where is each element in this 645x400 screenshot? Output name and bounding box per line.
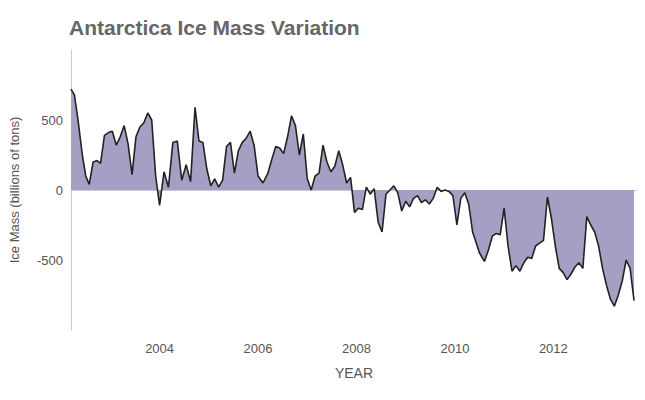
svg-text:-500: -500 <box>37 253 63 268</box>
svg-text:Ice Mass (billions of tons): Ice Mass (billions of tons) <box>7 117 22 264</box>
svg-text:2006: 2006 <box>244 341 273 356</box>
svg-text:2012: 2012 <box>539 341 568 356</box>
svg-text:2008: 2008 <box>342 341 371 356</box>
svg-text:500: 500 <box>41 113 63 128</box>
svg-text:2004: 2004 <box>145 341 174 356</box>
svg-text:2010: 2010 <box>440 341 469 356</box>
svg-text:YEAR: YEAR <box>335 365 373 381</box>
svg-text:Antarctica Ice Mass Variation: Antarctica Ice Mass Variation <box>69 16 360 39</box>
svg-text:0: 0 <box>56 183 63 198</box>
